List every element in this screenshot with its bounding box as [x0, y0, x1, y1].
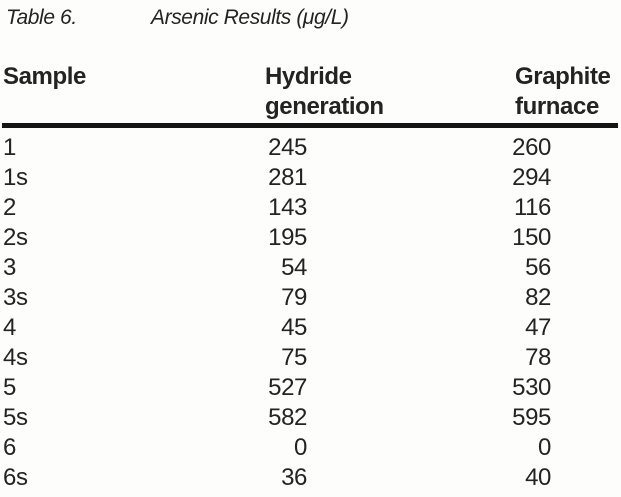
- cell-graphite: 82: [525, 284, 551, 311]
- column-header-sample-line1: Sample: [3, 63, 86, 90]
- table-row: 6s 36 40: [0, 463, 621, 493]
- table-caption: Table 6. Arsenic Results (μg/L): [6, 5, 349, 31]
- table-row: 4s 75 78: [0, 343, 621, 373]
- column-header-graphite-furnace: Graphite furnace: [515, 62, 621, 122]
- cell-graphite: 40: [525, 464, 551, 491]
- cell-hydride: 79: [281, 284, 307, 311]
- table-row: 5s 582 595: [0, 403, 621, 433]
- cell-hydride: 54: [281, 254, 307, 281]
- column-header-graphite-line1: Graphite: [515, 63, 611, 90]
- table-row: 2s 195 150: [0, 223, 621, 253]
- cell-sample: 3: [3, 254, 16, 281]
- column-header-hydride-line1: Hydride: [265, 63, 352, 90]
- cell-graphite: 530: [512, 374, 551, 401]
- cell-sample: 1: [3, 134, 16, 161]
- cell-sample: 2: [3, 194, 16, 221]
- table-header-row: Sample Hydride generation Graphite furna…: [0, 62, 621, 122]
- cell-hydride: 36: [281, 464, 307, 491]
- cell-sample: 2s: [3, 224, 28, 251]
- cell-sample: 5s: [3, 404, 28, 431]
- cell-sample: 1s: [3, 164, 28, 191]
- column-header-hydride-line2: generation: [265, 93, 384, 120]
- cell-hydride: 281: [268, 164, 307, 191]
- cell-hydride: 582: [268, 404, 307, 431]
- cell-sample: 5: [3, 374, 16, 401]
- table-row: 5 527 530: [0, 373, 621, 403]
- table-row: 1 245 260: [0, 133, 621, 163]
- column-header-hydride-generation: Hydride generation: [265, 62, 515, 122]
- cell-hydride: 195: [268, 224, 307, 251]
- table-caption-label: Table 6.: [6, 6, 77, 29]
- cell-graphite: 150: [512, 224, 551, 251]
- table-row: 6 0 0: [0, 433, 621, 463]
- table-row: 3 54 56: [0, 253, 621, 283]
- cell-hydride: 245: [268, 134, 307, 161]
- cell-hydride: 0: [294, 434, 307, 461]
- cell-hydride: 45: [281, 314, 307, 341]
- cell-graphite: 78: [525, 344, 551, 371]
- cell-hydride: 75: [281, 344, 307, 371]
- column-header-sample: Sample: [0, 62, 265, 122]
- cell-sample: 4: [3, 314, 16, 341]
- cell-sample: 6s: [3, 464, 28, 491]
- cell-hydride: 143: [268, 194, 307, 221]
- cell-graphite: 56: [525, 254, 551, 281]
- cell-graphite: 116: [513, 194, 551, 221]
- table-row: 1s 281 294: [0, 163, 621, 193]
- cell-sample: 4s: [3, 344, 28, 371]
- table-row: 4 45 47: [0, 313, 621, 343]
- cell-hydride: 527: [268, 374, 307, 401]
- table-row: 3s 79 82: [0, 283, 621, 313]
- table-row: 2 143 116: [0, 193, 621, 223]
- cell-graphite: 0: [538, 434, 551, 461]
- cell-sample: 3s: [3, 284, 28, 311]
- table-caption-title: Arsenic Results (μg/L): [151, 6, 349, 29]
- cell-sample: 6: [3, 434, 16, 461]
- cell-graphite: 260: [512, 134, 551, 161]
- cell-graphite: 595: [512, 404, 551, 431]
- column-header-graphite-line2: furnace: [515, 93, 599, 120]
- cell-graphite: 294: [512, 164, 551, 191]
- header-rule: [2, 123, 618, 128]
- cell-graphite: 47: [525, 314, 551, 341]
- table-body: 1 245 260 1s 281 294 2 143 116 2s 195 15…: [0, 133, 621, 493]
